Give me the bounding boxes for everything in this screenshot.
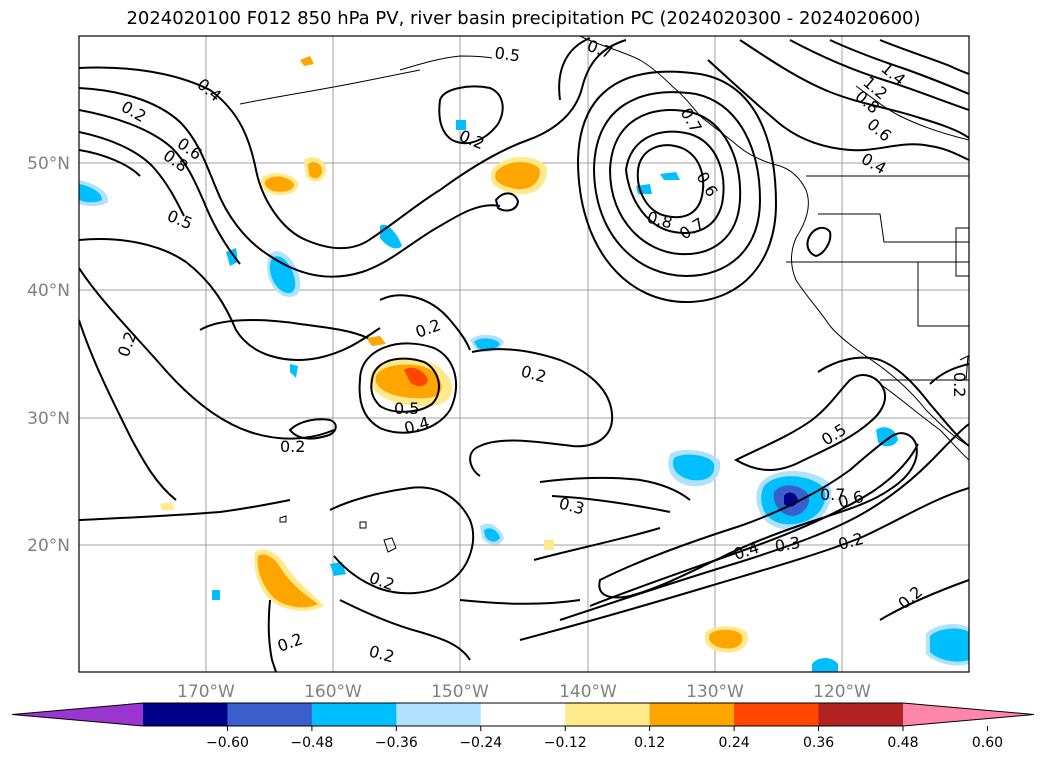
gridlines xyxy=(79,36,969,672)
colorbar-tick-label: −0.60 xyxy=(206,735,249,751)
contour-label: 0.7 xyxy=(820,485,845,504)
colorbar-segment xyxy=(143,703,228,726)
contour-label: 0.2 xyxy=(280,437,305,456)
colorbar-segment xyxy=(734,703,820,726)
lat-tick-label: 20°N xyxy=(27,536,70,556)
colorbar-tick-label: −0.36 xyxy=(375,735,418,751)
lon-tick-label: 150°W xyxy=(431,682,489,702)
lat-tick-label: 50°N xyxy=(27,154,70,174)
colorbar-segment xyxy=(396,703,482,726)
colorbar: −0.60 −0.48 −0.36 −0.24 −0.12 0.12 0.24 0.36 0.4… xyxy=(11,702,1035,751)
pv-contours xyxy=(79,37,969,672)
colorbar-tick-label: −0.48 xyxy=(290,735,333,751)
lat-tick-label: 30°N xyxy=(27,409,70,429)
colorbar-segment xyxy=(227,703,313,726)
longitude-ticks: 170°W 160°W 150°W 140°W 130°W 120°W xyxy=(177,682,871,702)
latitude-ticks: 50°N 40°N 30°N 20°N xyxy=(27,154,70,556)
contour-label: 0.3 xyxy=(773,533,801,556)
colorbar-segment xyxy=(480,703,566,726)
colorbar-outline xyxy=(11,702,1035,727)
colorbar-tick-label: −0.12 xyxy=(544,735,587,751)
lat-tick-label: 40°N xyxy=(27,281,70,301)
colorbar-tick-label: −0.24 xyxy=(459,735,502,751)
colorbar-segment xyxy=(565,703,651,726)
colorbar-tick-label: 0.48 xyxy=(887,735,918,751)
colorbar-tick-label: 0.60 xyxy=(972,735,1003,751)
colorbar-tick-label: 0.36 xyxy=(803,735,834,751)
colorbar-segment xyxy=(818,703,904,726)
lon-tick-label: 170°W xyxy=(177,682,235,702)
map-frame xyxy=(78,35,970,673)
lon-tick-label: 160°W xyxy=(304,682,362,702)
colorbar-tick-label: 0.24 xyxy=(719,735,750,751)
lon-tick-label: 140°W xyxy=(559,682,617,702)
contour-label: 0.5 xyxy=(493,43,521,65)
colorbar-extend-high xyxy=(903,703,1034,726)
colorbar-segment xyxy=(649,703,735,726)
contour-label: 0.5 xyxy=(394,399,419,418)
lon-tick-label: 130°W xyxy=(686,682,744,702)
lon-tick-label: 120°W xyxy=(813,682,871,702)
map-background xyxy=(79,36,969,672)
colorbar-tick-label: 0.12 xyxy=(634,735,665,751)
precip-shading xyxy=(79,56,969,672)
colorbar-extend-low xyxy=(12,703,143,726)
figure-title: 2024020100 F012 850 hPa PV, river basin … xyxy=(126,8,921,29)
colorbar-segment xyxy=(311,703,397,726)
contour-label: 0.2 xyxy=(950,372,969,397)
coastlines xyxy=(239,36,969,553)
